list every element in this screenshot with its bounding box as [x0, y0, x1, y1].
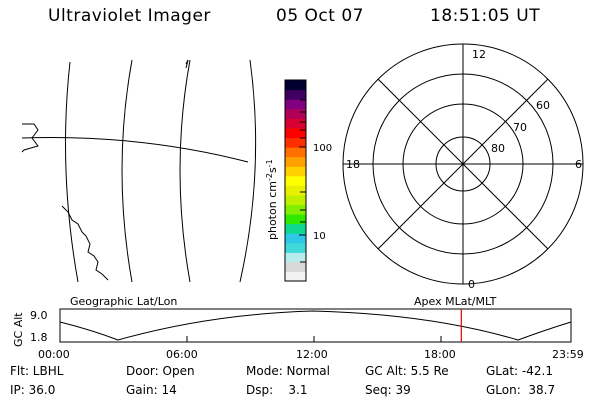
- longitude-line: [179, 59, 191, 283]
- colorbar-cell: [285, 271, 306, 282]
- coastline: [21, 123, 39, 153]
- colorbar-cell: [285, 99, 306, 110]
- mlt-label-bottom: 0: [468, 278, 475, 291]
- longitude-line: [121, 59, 133, 283]
- info-dsp: Dsp: 3.1: [246, 383, 308, 397]
- lat-label-60: 60: [536, 99, 550, 112]
- timeline-ylabel: GC Alt: [12, 312, 25, 347]
- geographic-map: [21, 59, 257, 283]
- colorbar-cell: [285, 118, 306, 129]
- polar-plot: [342, 43, 584, 285]
- xtick-0600: 06:00: [166, 348, 198, 361]
- longitude-line: [65, 61, 79, 283]
- geo-label: Geographic Lat/Lon: [70, 295, 177, 308]
- mlt-label-right: 6: [575, 158, 582, 171]
- instrument-title: Ultraviolet Imager: [48, 6, 211, 26]
- gc-alt-trace: [59, 310, 572, 341]
- info-door: Door: Open: [126, 364, 195, 378]
- colorbar-cell: [285, 233, 306, 244]
- colorbar-cell: [285, 80, 306, 91]
- xtick-2359: 23:59: [552, 348, 584, 361]
- colorbar-cell: [285, 127, 306, 139]
- colorbar-cell: [285, 137, 306, 148]
- info-gc-alt: GC Alt: 5.5 Re: [365, 364, 449, 378]
- xtick-0000: 00:00: [38, 348, 70, 361]
- colorbar-cell: [285, 223, 306, 234]
- colorbar-cell: [285, 252, 306, 263]
- colorbar-cell: [285, 175, 306, 186]
- date-label: 05 Oct 07: [276, 6, 364, 26]
- time-label: 18:51:05 UT: [430, 6, 541, 26]
- timeline-ymax: 9.0: [30, 309, 48, 322]
- longitude-line: [239, 59, 257, 283]
- mlt-label-top: 12: [472, 48, 486, 61]
- info-glat: GLat: -42.1: [486, 364, 553, 378]
- info-gain: Gain: 14: [126, 383, 177, 397]
- colorbar-tick-100: 100: [313, 143, 332, 154]
- mlt-label-left: 18: [346, 158, 360, 171]
- info-seq: Seq: 39: [365, 383, 411, 397]
- colorbar-cell: [285, 214, 306, 225]
- info-mode: Mode: Normal: [246, 364, 330, 378]
- timeline-ymin: 1.8: [30, 331, 48, 344]
- coastline: [61, 205, 109, 281]
- colorbar-cell: [285, 156, 306, 167]
- colorbar-cell: [285, 147, 306, 158]
- info-ip: IP: 36.0: [10, 383, 56, 397]
- info-glon: GLon: 38.7: [486, 383, 556, 397]
- colorbar-cell: [285, 242, 306, 253]
- timeline-plot: GC Alt 9.0 1.8 00:00 06:00 12:00 18:00 2…: [12, 308, 584, 361]
- colorbar-cell: [285, 204, 306, 215]
- colorbar-cell: [285, 166, 306, 177]
- colorbar-cell: [285, 89, 306, 100]
- info-flt: Flt: LBHL: [10, 364, 64, 378]
- colorbar-cell: [285, 194, 306, 206]
- lat-label-80: 80: [491, 142, 505, 155]
- colorbar-cell: [285, 108, 306, 119]
- colorbar-unit-label: photon cm-2s-1: [265, 159, 279, 240]
- latitude-line: [21, 137, 249, 163]
- colorbar-tick-10: 10: [313, 231, 326, 242]
- lat-label-70: 70: [513, 121, 527, 134]
- apex-label: Apex MLat/MLT: [414, 295, 497, 308]
- xtick-1200: 12:00: [296, 348, 328, 361]
- xtick-1800: 18:00: [424, 348, 456, 361]
- colorbar: 100 10 photon cm-2s-1: [265, 79, 332, 282]
- coastline: [185, 59, 189, 69]
- colorbar-cell: [285, 185, 306, 196]
- colorbar-cell: [285, 261, 306, 273]
